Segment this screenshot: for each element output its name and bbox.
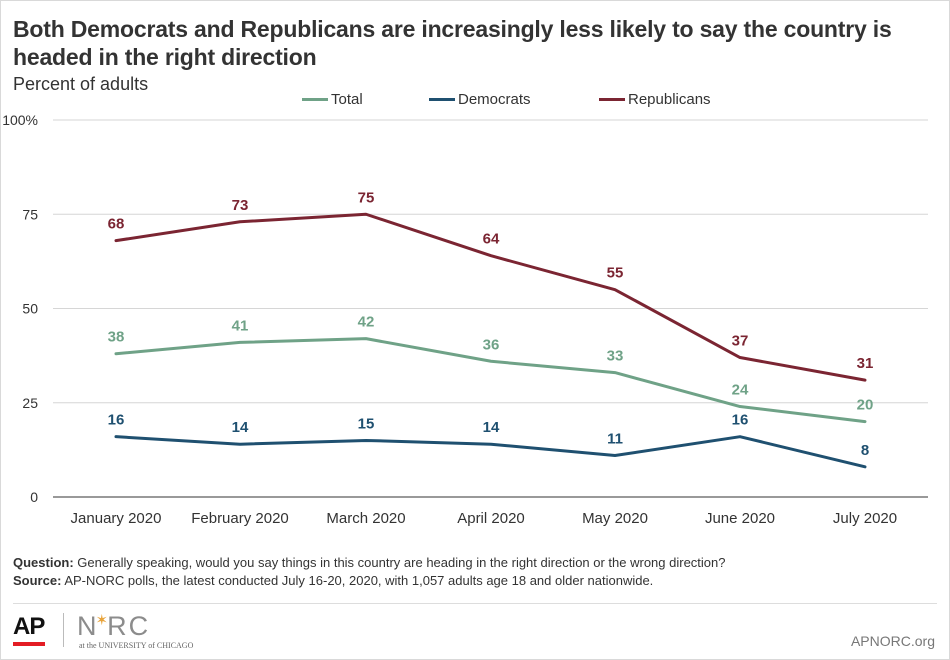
legend-label-total: Total (331, 91, 363, 108)
data-label-democrats: 14 (483, 419, 500, 436)
y-tick-label: 75 (22, 206, 38, 222)
legend-label-democrats: Democrats (458, 91, 531, 108)
x-tick-label: June 2020 (705, 510, 775, 527)
x-tick-label: February 2020 (191, 510, 289, 527)
series-line-democrats (114, 435, 867, 469)
data-label-democrats: 15 (358, 415, 375, 432)
data-label-total: 20 (857, 397, 874, 414)
footer-divider (13, 603, 937, 604)
data-label-republicans: 73 (232, 197, 249, 214)
y-tick-label: 50 (22, 301, 38, 317)
source-label: Source: (13, 573, 62, 588)
data-label-total: 38 (108, 329, 125, 346)
data-label-republicans: 68 (108, 216, 125, 233)
footnote: Question: Generally speaking, would you … (13, 554, 933, 590)
chart-subtitle: Percent of adults (13, 74, 149, 94)
legend: Total Democrats Republicans (1, 91, 950, 113)
data-label-republicans: 75 (358, 189, 375, 206)
data-label-republicans: 37 (732, 333, 749, 350)
norc-star-icon: ✶ (95, 612, 111, 629)
ap-logo-bar (13, 642, 45, 646)
legend-item-republicans: Republicans (599, 91, 711, 108)
x-tick-label: March 2020 (326, 510, 405, 527)
line-chart: 0 25 50 75 100% January 2020 February 2020 Marc… (2, 112, 928, 527)
question-note: Question: Generally speaking, would you … (13, 554, 933, 572)
data-label-total: 42 (358, 314, 375, 331)
legend-swatch-democrats (429, 98, 455, 101)
data-label-democrats: 11 (607, 431, 623, 448)
data-label-total: 36 (483, 336, 500, 353)
series-line-republicans (114, 212, 867, 382)
source-note: Source: AP-NORC polls, the latest conduc… (13, 572, 933, 590)
data-label-total: 41 (232, 317, 249, 334)
series-line-total (114, 337, 867, 424)
data-label-democrats: 16 (108, 412, 125, 429)
data-label-republicans: 55 (607, 265, 624, 282)
legend-label-republicans: Republicans (628, 91, 711, 108)
norc-logo-n: N (77, 611, 99, 641)
y-tick-label: 100% (2, 112, 38, 128)
legend-swatch-republicans (599, 98, 625, 101)
x-tick-label: May 2020 (582, 510, 648, 527)
x-tick-label: January 2020 (71, 510, 162, 527)
data-label-democrats: 14 (232, 419, 249, 436)
norc-logo: N✶RC (77, 611, 150, 642)
source-text: AP-NORC polls, the latest conducted July… (64, 573, 654, 588)
legend-item-democrats: Democrats (429, 91, 531, 108)
y-tick-label: 25 (22, 395, 38, 411)
norc-logo-rc: RC (107, 611, 151, 641)
site-link[interactable]: APNORC.org (850, 633, 935, 649)
data-label-republicans: 31 (857, 355, 874, 372)
logo-separator (63, 613, 64, 647)
data-label-democrats: 16 (732, 412, 749, 429)
chart-title: Both Democrats and Republicans are incre… (13, 16, 892, 70)
x-tick-label: April 2020 (457, 510, 525, 527)
ap-logo: AP (13, 613, 45, 640)
legend-swatch-total (302, 98, 328, 101)
x-tick-label: July 2020 (833, 510, 897, 527)
data-label-democrats: 8 (861, 442, 869, 459)
legend-item-total: Total (302, 91, 363, 108)
data-label-total: 33 (607, 348, 624, 365)
data-label-total: 24 (732, 382, 749, 399)
norc-subtitle: at the UNIVERSITY of CHICAGO (79, 641, 194, 650)
data-label-republicans: 64 (483, 231, 500, 248)
question-text: Generally speaking, would you say things… (77, 555, 726, 570)
y-tick-label: 0 (30, 489, 38, 505)
question-label: Question: (13, 555, 74, 570)
